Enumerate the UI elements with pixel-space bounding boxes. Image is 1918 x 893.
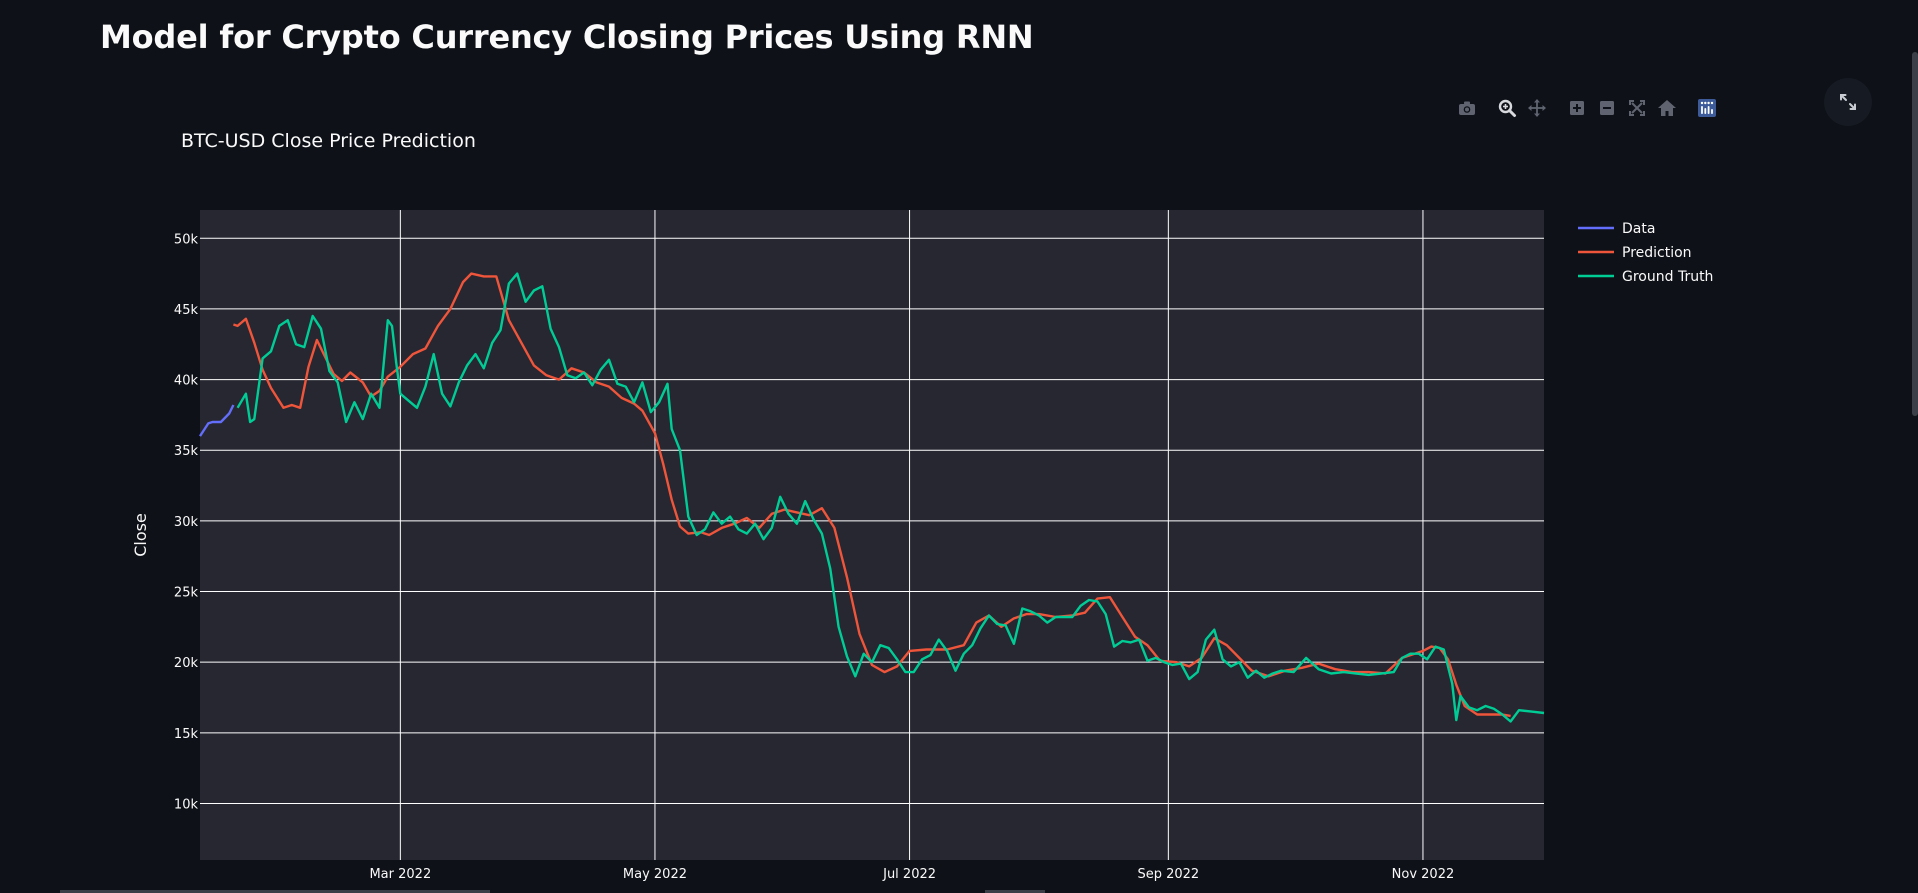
zoom-icon[interactable]: [1492, 96, 1522, 120]
y-tick-label: 45k: [174, 303, 199, 318]
series-line-data[interactable]: [198, 404, 235, 437]
series-line-prediction[interactable]: [233, 272, 1511, 718]
plotly-logo-icon[interactable]: [1692, 96, 1722, 120]
legend-label: Data: [1622, 221, 1655, 237]
legend-label: Ground Truth: [1622, 269, 1713, 285]
reset-axes-icon[interactable]: [1652, 96, 1682, 120]
chart-title: BTC-USD Close Price Prediction: [181, 130, 476, 152]
x-tick-label: Mar 2022: [369, 867, 431, 882]
y-axis: 10k 15k 20k 25k 30k 35k 40k 45k 50k: [174, 232, 199, 812]
x-tick-label: May 2022: [623, 867, 687, 882]
legend-item[interactable]: Ground Truth: [1578, 269, 1713, 285]
x-axis: Mar 2022 May 2022 Jul 2022 Sep 2022 Nov 2022: [369, 867, 1454, 882]
horizontal-scrollbar-thumb[interactable]: [985, 890, 1045, 893]
pan-icon[interactable]: [1522, 96, 1552, 120]
expand-icon: [1840, 94, 1856, 110]
legend-item[interactable]: Prediction: [1578, 245, 1692, 261]
y-tick-label: 20k: [174, 656, 199, 671]
series-line-ground-truth[interactable]: [236, 272, 1545, 723]
fullscreen-button[interactable]: [1824, 78, 1872, 126]
y-axis-title: Close: [131, 513, 150, 557]
legend-item[interactable]: Data: [1578, 221, 1655, 237]
vertical-scrollbar[interactable]: [1912, 52, 1918, 416]
gridlines: [200, 210, 1544, 860]
legend: Data Prediction Ground Truth: [1578, 221, 1713, 285]
legend-label: Prediction: [1622, 245, 1692, 261]
series-layer: [198, 272, 1545, 723]
autoscale-icon[interactable]: [1622, 96, 1652, 120]
y-tick-label: 50k: [174, 232, 199, 247]
y-tick-label: 30k: [174, 515, 199, 530]
x-tick-label: Nov 2022: [1392, 867, 1455, 882]
zoom-out-icon[interactable]: [1592, 96, 1622, 120]
horizontal-scrollbar[interactable]: [60, 890, 490, 893]
camera-icon[interactable]: [1452, 96, 1482, 120]
x-tick-label: Jul 2022: [882, 867, 936, 882]
y-tick-label: 25k: [174, 586, 199, 601]
plot-area[interactable]: [200, 210, 1544, 860]
y-tick-label: 40k: [174, 374, 199, 389]
y-tick-label: 35k: [174, 444, 199, 459]
y-tick-label: 15k: [174, 727, 199, 742]
y-tick-label: 10k: [174, 797, 199, 812]
plot-modebar: [1452, 96, 1722, 120]
zoom-in-icon[interactable]: [1562, 96, 1592, 120]
page-title: Model for Crypto Currency Closing Prices…: [100, 18, 1034, 56]
x-tick-label: Sep 2022: [1137, 867, 1199, 882]
